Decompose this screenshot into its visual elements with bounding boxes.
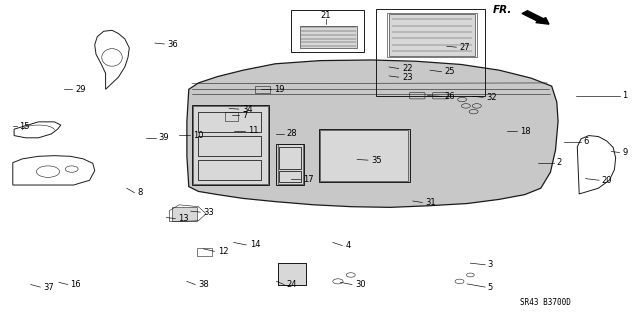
Text: 13: 13 xyxy=(178,214,189,223)
Polygon shape xyxy=(187,60,558,207)
Text: 4: 4 xyxy=(346,241,351,250)
Text: 30: 30 xyxy=(355,280,366,289)
Text: 15: 15 xyxy=(19,122,29,130)
Text: 18: 18 xyxy=(520,127,531,136)
Text: 39: 39 xyxy=(159,133,170,142)
Text: 17: 17 xyxy=(303,175,314,184)
Text: 38: 38 xyxy=(198,280,209,289)
Text: 23: 23 xyxy=(402,73,413,82)
Text: 3: 3 xyxy=(488,260,493,269)
Text: 9: 9 xyxy=(622,148,627,157)
Bar xyxy=(278,263,306,285)
Text: 6: 6 xyxy=(584,137,589,146)
Text: 32: 32 xyxy=(486,93,497,102)
Bar xyxy=(278,144,303,184)
Text: 11: 11 xyxy=(248,126,259,135)
Text: 24: 24 xyxy=(287,280,297,289)
Text: 16: 16 xyxy=(70,280,81,289)
Bar xyxy=(172,207,197,221)
Text: 29: 29 xyxy=(76,85,86,94)
Text: 28: 28 xyxy=(287,130,298,138)
Text: SR43 B3700D: SR43 B3700D xyxy=(520,298,571,307)
FancyArrow shape xyxy=(522,11,549,24)
Text: 26: 26 xyxy=(445,92,456,101)
Text: 10: 10 xyxy=(193,131,204,140)
Text: 36: 36 xyxy=(168,40,179,48)
Text: 19: 19 xyxy=(274,85,284,94)
Text: 20: 20 xyxy=(602,176,612,185)
Bar xyxy=(279,171,301,182)
Text: 5: 5 xyxy=(488,283,493,292)
Bar xyxy=(389,14,475,56)
Text: 8: 8 xyxy=(138,188,143,197)
Text: 33: 33 xyxy=(204,208,214,217)
Bar xyxy=(300,26,357,48)
Bar xyxy=(279,147,301,169)
Bar xyxy=(320,130,408,181)
Text: FR.: FR. xyxy=(493,5,512,15)
Text: 31: 31 xyxy=(426,198,436,207)
Text: 22: 22 xyxy=(402,64,412,73)
Text: 27: 27 xyxy=(460,43,470,52)
Text: 14: 14 xyxy=(250,241,260,249)
Text: 25: 25 xyxy=(445,67,455,76)
Text: 2: 2 xyxy=(557,158,562,167)
Bar xyxy=(198,136,261,156)
Text: 12: 12 xyxy=(218,247,228,256)
Text: 34: 34 xyxy=(242,105,253,114)
Bar xyxy=(198,112,261,132)
Bar xyxy=(193,106,268,184)
Text: 35: 35 xyxy=(371,156,382,165)
Text: 7: 7 xyxy=(242,111,247,120)
Bar xyxy=(198,160,261,180)
Text: 1: 1 xyxy=(622,91,627,100)
Text: 21: 21 xyxy=(320,11,330,20)
Text: 37: 37 xyxy=(44,283,54,292)
